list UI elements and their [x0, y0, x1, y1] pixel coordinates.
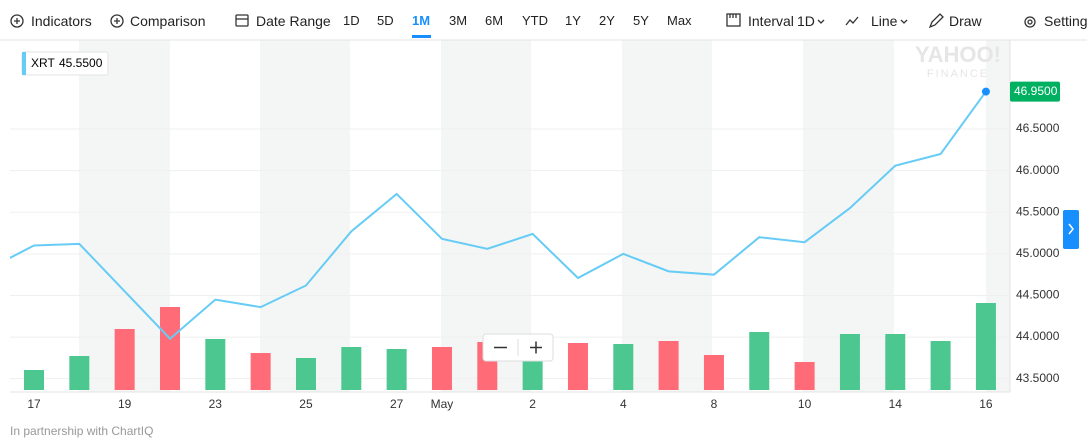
- x-tick-label: 16: [979, 397, 993, 411]
- legend-value: 45.5500: [59, 56, 103, 70]
- volume-bar: [250, 353, 271, 390]
- date-range-button[interactable]: Date Range: [256, 13, 331, 29]
- volume-bar: [567, 343, 588, 390]
- x-tick-label: 23: [209, 397, 223, 411]
- last-price-dot: [981, 87, 990, 96]
- range-button[interactable]: 1M: [412, 13, 431, 28]
- volume-bar: [386, 349, 407, 390]
- range-button[interactable]: 5D: [377, 13, 394, 28]
- x-tick-label: 2: [529, 397, 536, 411]
- legend-symbol: XRT: [31, 56, 55, 70]
- volume-bar: [613, 344, 634, 390]
- y-tick-label: 44.0000: [1016, 329, 1060, 343]
- y-tick-label: 43.5000: [1016, 371, 1060, 385]
- x-tick-label: 14: [889, 397, 903, 411]
- x-tick-label: 25: [299, 397, 313, 411]
- volume-bar: [69, 356, 90, 390]
- volume-bar: [24, 370, 44, 390]
- range-button[interactable]: 5Y: [633, 13, 649, 28]
- volume-bar: [341, 347, 362, 390]
- toolbar-icons: [10, 13, 1036, 29]
- volume-bar: [205, 339, 226, 390]
- price-tag: [1010, 81, 1060, 102]
- price-tag-label: 46.9500: [1014, 84, 1058, 98]
- range-button[interactable]: 3M: [449, 13, 468, 28]
- footer: In partnership with ChartIQ: [10, 424, 153, 438]
- comparison-button[interactable]: Comparison: [130, 13, 206, 29]
- draw-button[interactable]: Draw: [949, 13, 982, 29]
- volume-bar: [839, 334, 860, 390]
- y-tick-label: 46.0000: [1016, 163, 1060, 177]
- zoom-control[interactable]: [482, 333, 554, 362]
- volume-bar: [431, 347, 452, 390]
- watermark: FINANCE: [927, 68, 989, 80]
- active-range-underline: [412, 35, 431, 38]
- range-button[interactable]: 2Y: [599, 13, 615, 28]
- x-tick-label: 10: [798, 397, 812, 411]
- y-tick-label: 45.0000: [1016, 246, 1060, 260]
- price-line: [10, 91, 987, 341]
- indicators-button[interactable]: Indicators: [31, 13, 92, 29]
- legend-swatch: [22, 52, 26, 75]
- volume-bar: [930, 341, 951, 390]
- interval-value[interactable]: 1D: [797, 13, 815, 29]
- y-tick-label: 46.5000: [1016, 121, 1060, 135]
- x-tick-label: 19: [118, 397, 132, 411]
- volume-bar: [885, 334, 906, 390]
- volume-bar: [975, 303, 996, 390]
- interval-label[interactable]: Interval: [748, 13, 794, 29]
- settings-button[interactable]: Setting: [1044, 13, 1087, 29]
- range-button[interactable]: 6M: [485, 13, 504, 28]
- x-tick-label: 8: [711, 397, 718, 411]
- range-button[interactable]: 1D: [343, 13, 360, 28]
- y-tick-label: 44.5000: [1016, 288, 1060, 302]
- x-tick-label: 4: [620, 397, 627, 411]
- volume-bar: [749, 332, 770, 390]
- x-tick-label: 17: [27, 397, 41, 411]
- volume-bar: [114, 329, 135, 390]
- range-button[interactable]: YTD: [522, 13, 548, 28]
- watermark: YAHOO!: [915, 42, 1001, 67]
- volume-bar: [703, 355, 724, 390]
- volume-bar: [794, 362, 815, 390]
- range-button[interactable]: 1Y: [565, 13, 581, 28]
- range-button[interactable]: Max: [667, 13, 692, 28]
- volume-bar: [159, 307, 180, 390]
- week-bands: [79, 40, 1010, 392]
- y-tick-label: 45.5000: [1016, 204, 1060, 218]
- x-tick-label: 27: [390, 397, 404, 411]
- x-tick-label: May: [431, 397, 454, 411]
- line-button[interactable]: Line: [871, 13, 898, 29]
- volume-bar: [295, 358, 316, 390]
- side-tab[interactable]: [1063, 210, 1079, 249]
- volume-bar: [658, 341, 679, 390]
